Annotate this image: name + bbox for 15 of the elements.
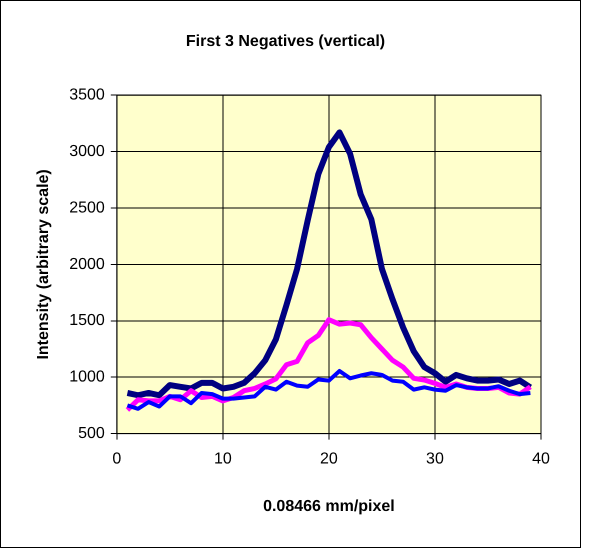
x-tick-label: 20 [320,450,338,468]
x-tick-label: 30 [426,450,444,468]
y-tick-label: 2500 [69,199,105,216]
y-tick-label: 500 [78,425,105,442]
y-tick-label: 1000 [69,368,105,386]
chart-title: First 3 Negatives (vertical) [186,33,386,50]
x-tick-label: 10 [214,450,232,468]
y-tick-label: 1500 [69,312,105,330]
y-tick-label: 2000 [69,256,105,273]
x-tick-label: 0 [112,450,122,468]
y-tick-label: 3000 [69,143,105,160]
x-axis-title: 0.08466 mm/pixel [263,498,395,515]
y-axis-title: Intensity (arbitrary scale) [35,169,52,360]
y-tick-label: 3500 [69,86,105,104]
x-tick-label: 40 [532,450,550,468]
